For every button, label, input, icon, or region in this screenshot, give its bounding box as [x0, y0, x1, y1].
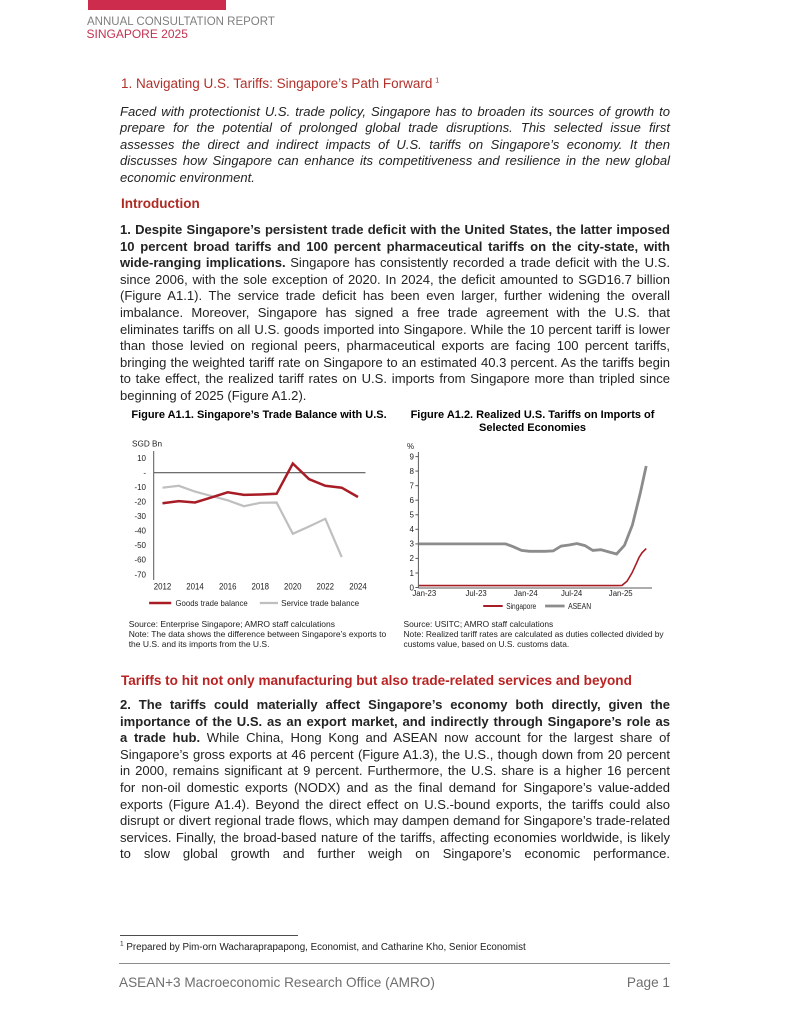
svg-text:-30: -30	[134, 512, 146, 521]
svg-text:2016: 2016	[219, 581, 237, 592]
svg-text:Singapore: Singapore	[506, 602, 536, 611]
svg-text:5: 5	[410, 511, 415, 520]
svg-text:Jan-24: Jan-24	[514, 589, 539, 598]
svg-text:3: 3	[410, 540, 415, 549]
svg-text:Jul-24: Jul-24	[561, 589, 583, 598]
svg-text:2018: 2018	[252, 581, 270, 592]
svg-text:-60: -60	[134, 556, 146, 565]
svg-text:ASEAN: ASEAN	[568, 602, 591, 611]
svg-text:-20: -20	[134, 498, 146, 507]
svg-text:2024: 2024	[349, 581, 367, 592]
svg-text:-40: -40	[134, 527, 146, 536]
svg-text:Service trade balance: Service trade balance	[281, 598, 359, 608]
svg-text:-50: -50	[134, 541, 146, 550]
svg-text:6: 6	[410, 496, 415, 505]
svg-text:Jan-23: Jan-23	[412, 589, 436, 598]
svg-text:8: 8	[410, 467, 415, 476]
svg-text:2: 2	[410, 554, 415, 563]
svg-text:2012: 2012	[154, 581, 172, 592]
svg-text:2020: 2020	[284, 581, 302, 592]
svg-text:%: %	[407, 442, 414, 451]
svg-text:Jan-25: Jan-25	[609, 589, 634, 598]
svg-text:-: -	[143, 468, 146, 477]
svg-text:Jul-23: Jul-23	[466, 589, 487, 598]
svg-text:-70: -70	[134, 570, 146, 579]
svg-text:2014: 2014	[186, 581, 204, 592]
svg-text:0: 0	[410, 583, 415, 592]
svg-text:Goods trade balance: Goods trade balance	[176, 598, 249, 608]
svg-text:SGD Bn: SGD Bn	[132, 440, 162, 449]
svg-text:4: 4	[410, 525, 415, 534]
svg-text:-10: -10	[134, 483, 146, 492]
svg-text:10: 10	[137, 454, 146, 463]
svg-text:1: 1	[410, 569, 415, 578]
svg-text:9: 9	[410, 452, 415, 461]
svg-text:2022: 2022	[317, 581, 335, 592]
svg-text:7: 7	[410, 482, 415, 491]
